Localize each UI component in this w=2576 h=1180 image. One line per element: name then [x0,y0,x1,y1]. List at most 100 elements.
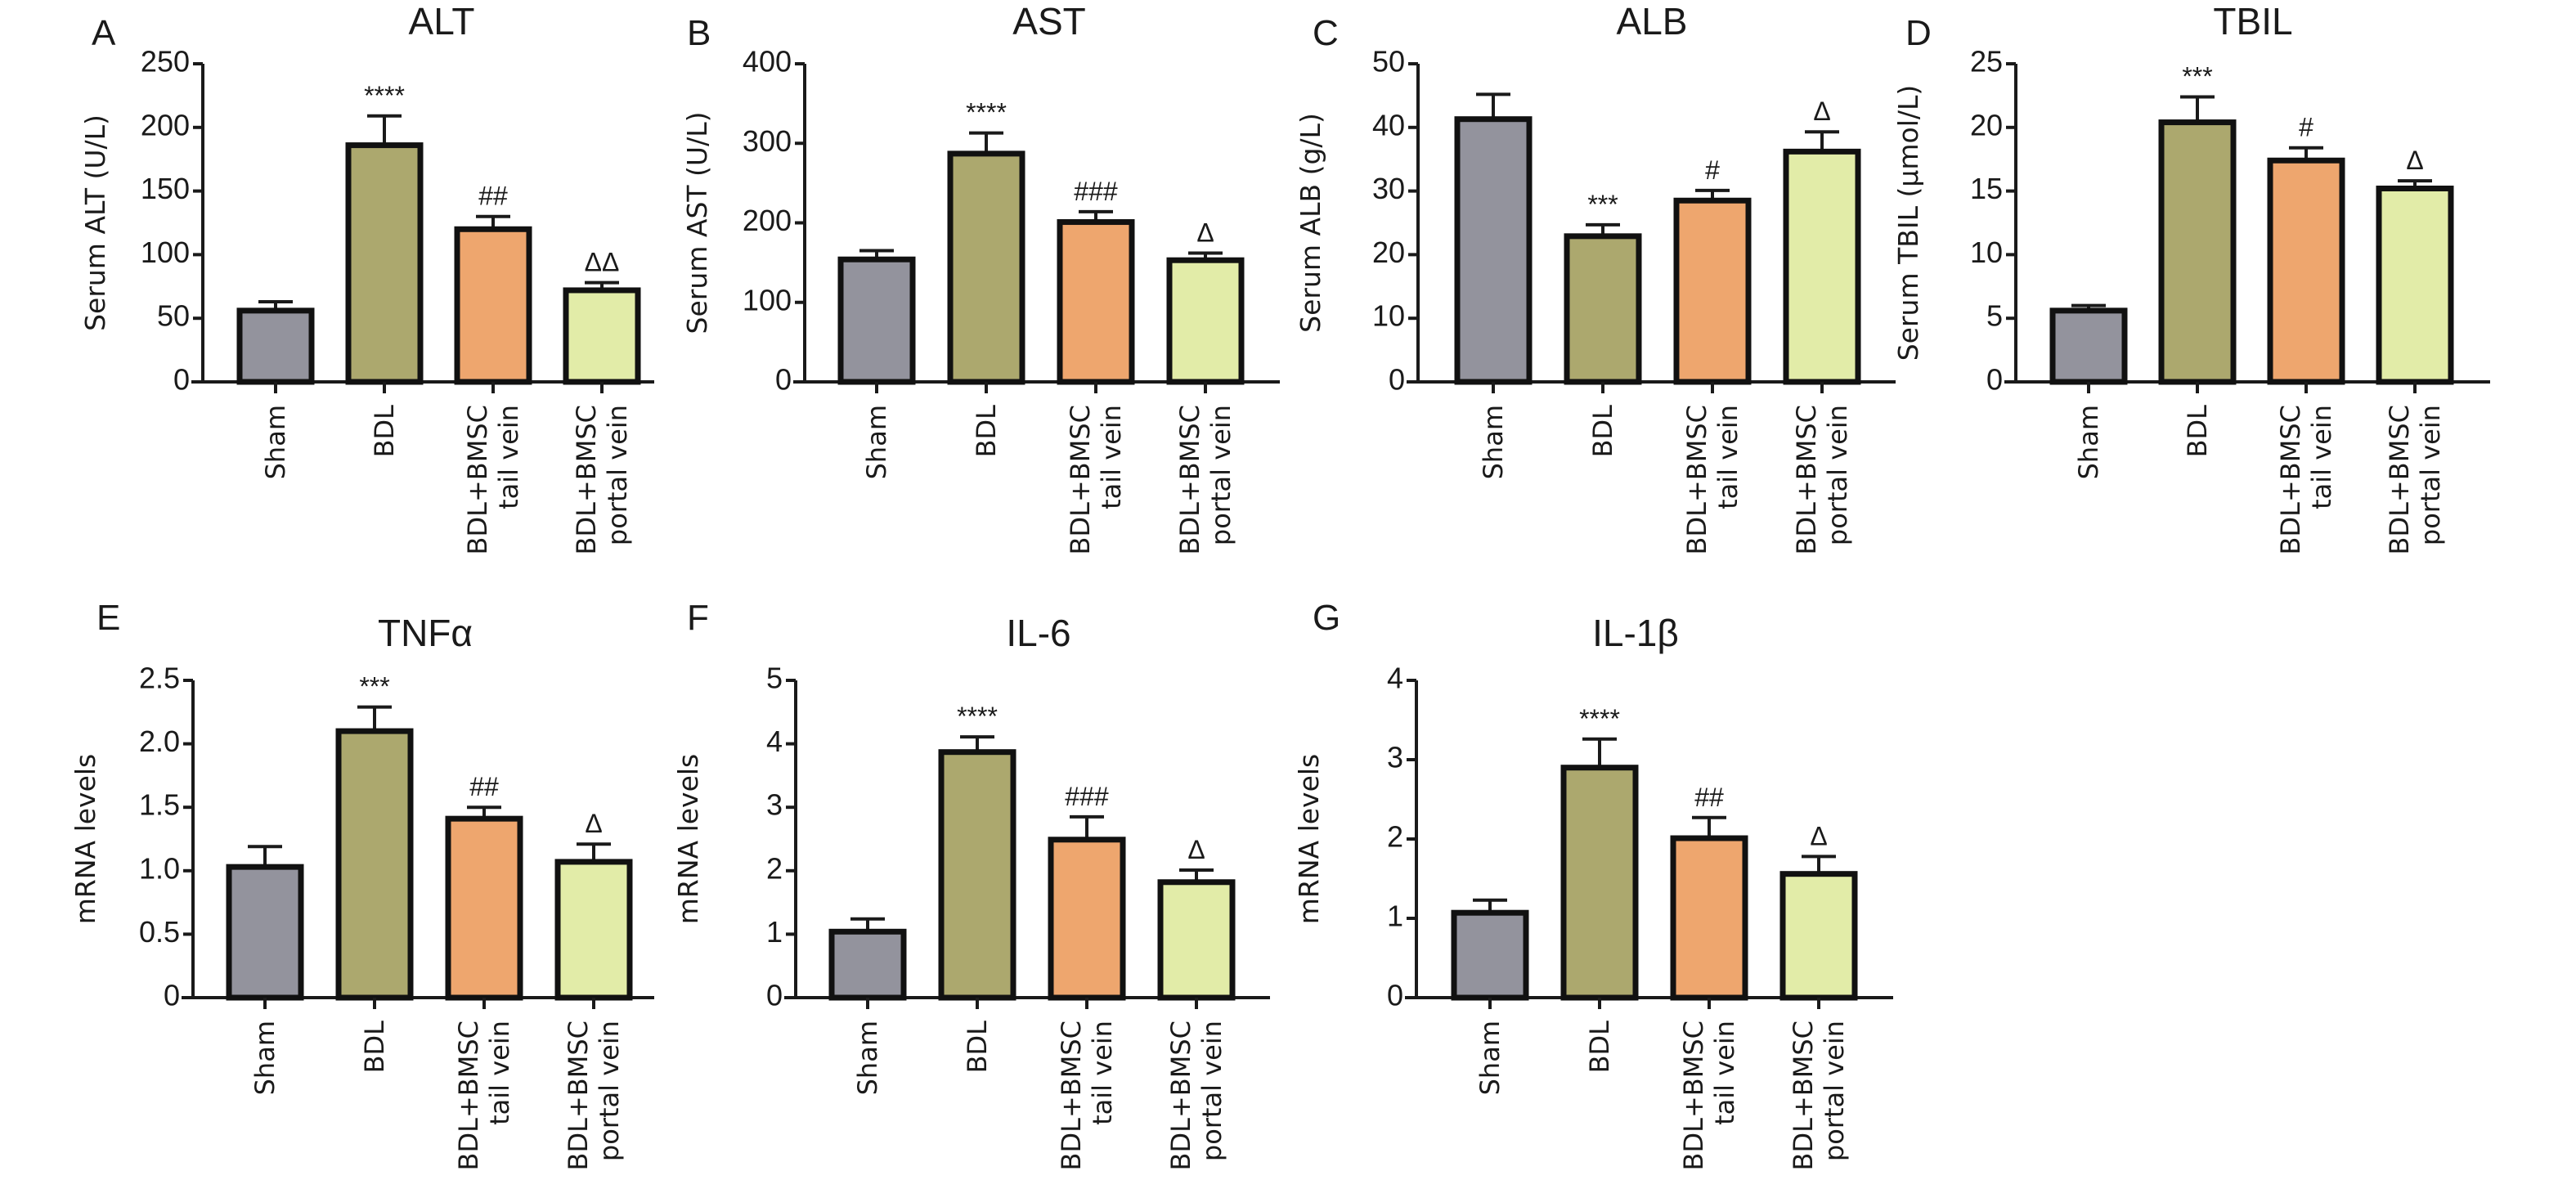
y-tick-label: 0 [775,363,792,397]
x-tick-label: BDL+BMSC [2384,405,2415,554]
bar-sham [1451,909,1529,1001]
x-tick-label: Sham [2073,405,2104,479]
x-tick-label: tail vein [484,1021,515,1125]
y-tick-label: 300 [743,124,792,158]
x-tick-label: tail vein [1709,1021,1740,1125]
y-tick-label: 40 [1372,108,1405,141]
y-axis-label: mRNA levels [70,754,101,925]
panel-title: AST [1012,0,1085,43]
y-tick-label: 15 [1970,172,2003,205]
significance-label: *** [1587,190,1618,219]
x-tick-label: tail vein [493,405,524,509]
significance-label: Δ [2406,146,2423,175]
panel-title: TNFα [378,612,473,654]
x-tick-label: BDL+BMSC [1791,405,1822,554]
x-tick-label: BDL+BMSC [1681,405,1712,554]
y-tick-label: 4 [1387,662,1403,695]
y-tick-label: 25 [1970,45,2003,79]
x-tick-label: portal vein [1205,405,1236,545]
y-tick-label: 20 [1970,108,2003,141]
significance-label: Δ [1813,96,1830,126]
panel-letter: B [687,13,711,53]
x-tick-label: BDL+BMSC [2275,405,2306,554]
y-axis-label: Serum AST (U/L) [681,112,713,334]
x-tick-label: BDL+BMSC [1678,1021,1709,1170]
panel-d: D TBIL Serum TBIL (μmol/L) 0 5 10 15 20 25 Sham **… [1892,0,2490,554]
y-tick-label: 2.0 [139,725,180,758]
panel-letter: A [92,13,116,53]
significance-label: Δ [1196,218,1214,247]
y-tick-label: 10 [1970,236,2003,269]
bar-bdl-bmsc-tail-vein [1057,219,1135,385]
x-tick-label: BDL [1584,1021,1615,1074]
y-tick-label: 2.5 [139,662,180,695]
panel-g: G IL-1β mRNA levels 0 1 2 3 4 Sham **** BDL ## BDL+B… [1293,598,1893,1170]
x-tick-label: Sham [1474,1021,1506,1095]
x-tick-label: BDL+BMSC [1788,1021,1819,1170]
y-tick-label: 250 [141,45,190,79]
y-tick-label: 50 [157,299,190,333]
bar-bdl-bmsc-portal-vein [2376,185,2454,385]
significance-label: # [2299,113,2313,142]
y-tick-label: 10 [1372,299,1405,333]
y-tick-label: 0.5 [139,915,180,949]
y-tick-label: 1.0 [139,851,180,885]
y-axis-label: Serum TBIL (μmol/L) [1892,85,1924,361]
bar-sham [1454,116,1533,385]
x-tick-label: BDL [2182,405,2213,458]
y-tick-label: 5 [1986,299,2003,333]
x-tick-label: tail vein [1087,1021,1118,1125]
panel-e: E TNFα mRNA levels 0 0.5 1.0 1.5 2.0 2.5 Sham *** B… [70,598,654,1170]
x-tick-label: BDL [971,405,1002,458]
x-tick-label: BDL [359,1021,390,1074]
x-tick-label: BDL+BMSC [1165,1021,1196,1170]
panel-title: ALB [1617,0,1688,43]
y-tick-label: 30 [1372,172,1405,205]
y-tick-label: 20 [1372,236,1405,269]
y-axis-label: mRNA levels [1293,754,1325,925]
y-tick-label: 0 [1986,363,2003,397]
panel-letter: C [1313,13,1339,53]
bar-sham [226,864,304,1001]
y-tick-label: 3 [766,788,783,822]
y-tick-label: 1 [1387,900,1403,933]
x-tick-label: tail vein [2306,405,2337,509]
y-tick-label: 400 [743,45,792,79]
bar-bdl-bmsc-tail-vein [454,226,532,385]
x-tick-label: tail vein [1712,405,1744,509]
bar-bdl-bmsc-tail-vein [1048,837,1126,1001]
bar-bdl-bmsc-portal-vein [1779,871,1858,1001]
x-tick-label: portal vein [1819,1021,1850,1161]
x-tick-label: BDL+BMSC [571,405,602,554]
bar-bdl-bmsc-tail-vein [1673,197,1752,385]
x-tick-label: BDL [369,405,400,458]
panel-letter: D [1905,13,1932,53]
bar-bdl-bmsc-tail-vein [1670,835,1748,1001]
y-tick-label: 0 [1387,979,1403,1012]
significance-label: # [1705,155,1720,185]
panel-letter: E [96,598,120,638]
panel-letter: G [1313,598,1340,638]
significance-label: **** [957,702,998,731]
y-tick-label: 5 [766,662,783,695]
x-tick-label: BDL [1587,405,1618,458]
significance-label: *** [359,672,389,702]
y-tick-label: 0 [1389,363,1405,397]
x-tick-label: portal vein [1822,405,1853,545]
bar-bdl [1564,233,1642,385]
bar-sham [837,256,916,385]
bar-bdl-bmsc-tail-vein [2267,157,2345,385]
y-axis-label: mRNA levels [672,754,704,925]
panel-title: ALT [409,0,475,43]
panel-title: TBIL [2213,0,2292,43]
x-tick-label: Sham [852,1021,883,1095]
y-tick-label: 100 [743,283,792,316]
significance-label: ## [1694,783,1724,812]
significance-label: Δ [1187,835,1205,864]
significance-label: ## [469,772,499,801]
significance-label: *** [2182,61,2212,91]
panel-letter: F [687,598,709,638]
x-tick-label: tail vein [1096,405,1127,509]
significance-label: **** [966,98,1007,128]
